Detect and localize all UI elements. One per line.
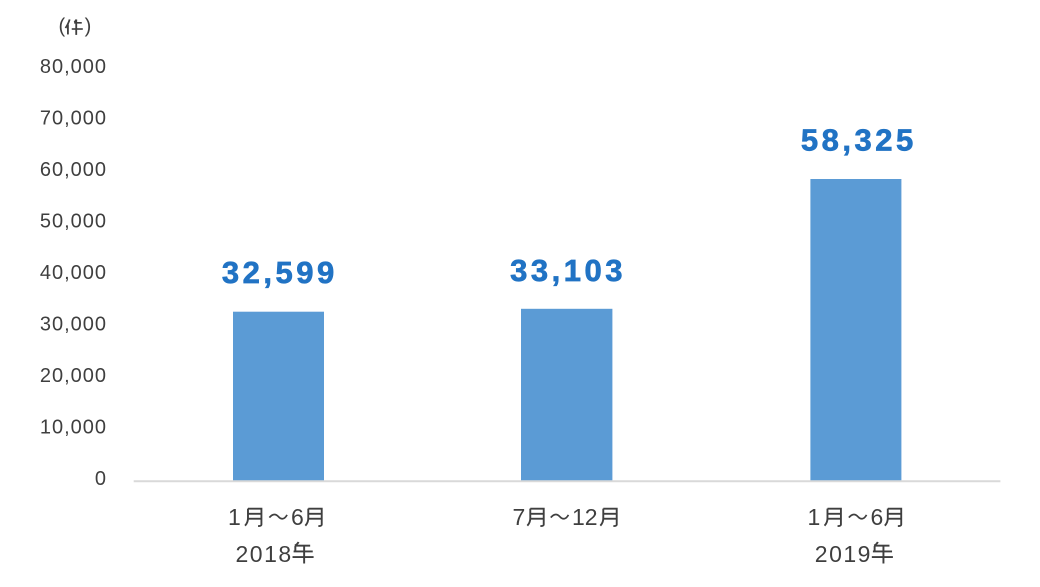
svg-text:60,000: 60,000 [40,159,107,181]
svg-text:40,000: 40,000 [40,262,107,284]
svg-text:50,000: 50,000 [40,210,107,232]
svg-text:33,103: 33,103 [510,253,626,288]
svg-text:20,000: 20,000 [40,365,107,387]
svg-text:1: 1 [808,504,821,530]
svg-text:): ) [85,15,92,37]
svg-text:58,325: 58,325 [801,123,917,158]
svg-text:70,000: 70,000 [40,107,107,129]
svg-text:6: 6 [871,504,884,530]
svg-text:12: 12 [572,504,598,530]
svg-text:2019: 2019 [815,541,872,567]
svg-text:80,000: 80,000 [40,56,107,78]
svg-text:2018: 2018 [236,541,293,567]
svg-text:10,000: 10,000 [40,416,107,438]
svg-text:1: 1 [228,504,241,530]
svg-text:(: ( [59,15,66,37]
svg-text:7: 7 [513,504,526,530]
svg-text:30,000: 30,000 [40,313,107,335]
svg-text:6: 6 [291,504,304,530]
svg-text:32,599: 32,599 [222,255,338,290]
svg-text:0: 0 [95,468,107,490]
